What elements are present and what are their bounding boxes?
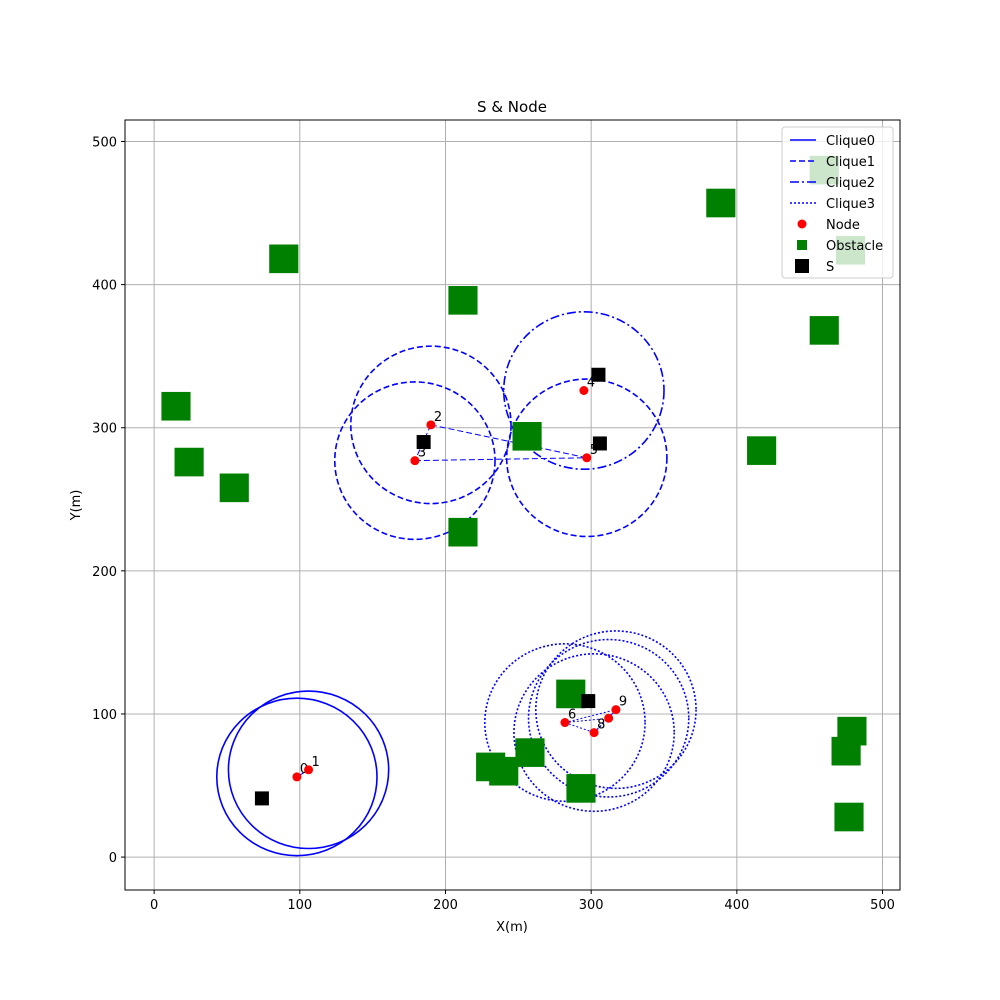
node-point [410,456,420,466]
s-markers [254,367,607,806]
x-tick-label: 300 [579,898,604,913]
legend-label: Node [826,218,860,233]
clique-range-circle [502,310,665,471]
legend-box [781,126,894,279]
node-point [589,728,599,738]
s-marker [591,367,606,382]
legend-label: Obstacle [826,239,883,254]
obstacles [161,155,867,832]
obstacle-marker [706,188,736,218]
legend-obstacle-swatch [797,240,807,250]
clique-range-circle [527,638,690,798]
axis-ticks: 0 100 200 300 400 500 0 100 200 300 400 500 [92,135,895,913]
legend-label: Clique1 [826,155,875,170]
legend-node-swatch [797,219,807,229]
y-axis-label: Y(m) [69,490,84,522]
node-point [604,713,614,723]
clique-range-circle [333,381,496,541]
x-tick-label: 400 [724,898,749,913]
node-label: 5 [590,443,598,458]
obstacle-marker [566,774,596,803]
clique-link [564,717,609,724]
clique-link [564,709,617,724]
y-tick-label: 400 [92,279,117,294]
obstacle-marker [809,316,839,345]
node-label: 3 [418,446,426,461]
clique-range-circle [349,345,512,505]
clique-range-circle [513,653,676,813]
node-point [426,420,436,430]
clique-range-circle [505,378,668,538]
obstacle-marker [512,421,542,451]
legend-s-swatch [795,259,809,273]
clique-range-circle [227,690,390,850]
clique-link [414,457,587,462]
legend-label: S [826,260,834,275]
obstacle-marker [515,738,545,767]
legend-label: Clique0 [826,134,875,149]
node-label: 4 [587,376,595,391]
obstacle-marker [448,286,478,315]
node-label: 6 [568,708,576,723]
chart-title: S & Node [477,98,547,116]
node-point [611,705,621,715]
node-label: 1 [312,755,320,770]
x-tick-label: 500 [870,898,895,913]
y-tick-label: 0 [109,851,117,866]
obstacle-marker [831,736,861,766]
x-tick-label: 0 [150,898,158,913]
clique-range-circle [215,697,378,857]
obstacle-marker [174,447,204,477]
node-label: 8 [597,718,605,733]
node-point [292,772,302,782]
x-tick-label: 200 [433,898,458,913]
s-marker [254,791,269,806]
nodes: 0 1 2 3 4 5 6 89 [292,376,627,782]
obstacle-marker [747,436,777,465]
clique-range-circle [535,630,697,790]
x-tick-label: 100 [287,898,312,913]
s-marker [581,694,596,709]
node-label: 2 [434,410,442,425]
obstacle-marker [161,391,191,421]
legend: Clique0 Clique1 Clique2 Clique3 Node Obstacle… [781,126,894,279]
node-label: 9 [619,695,627,710]
y-tick-label: 300 [92,422,117,437]
clique-link [564,722,595,734]
y-tick-label: 500 [92,135,117,150]
node-point [304,765,314,775]
obstacle-marker [556,679,586,709]
obstacle-marker [489,756,519,786]
s-marker [416,435,431,450]
legend-label: Clique3 [826,197,875,212]
plot-frame [124,119,901,891]
obstacle-marker [219,473,249,503]
node-point [579,386,589,396]
clique-range-circle [484,643,646,803]
s-marker [592,436,607,451]
obstacle-marker [834,802,864,832]
node-label: 0 [300,762,308,777]
y-tick-label: 200 [92,565,117,580]
obstacle-marker [269,244,299,274]
node-point [582,453,592,463]
legend-label: Clique2 [826,176,875,191]
y-tick-label: 100 [92,708,117,723]
x-axis-label: X(m) [496,920,528,935]
node-point [560,718,570,728]
clique-circles [215,310,697,857]
obstacle-marker [448,517,478,547]
